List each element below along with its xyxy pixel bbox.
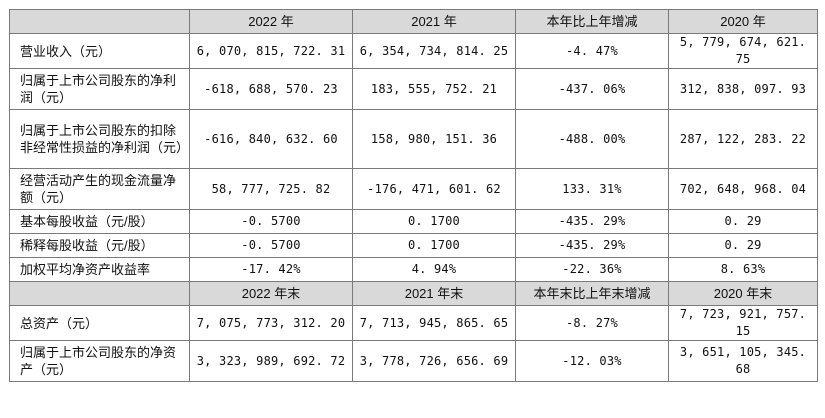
- header-cell: 2020 年: [668, 9, 818, 34]
- table-cell: 3, 651, 105, 345. 68: [668, 340, 818, 382]
- table-row: 总资产（元） 7, 075, 773, 312. 20 7, 713, 945,…: [9, 305, 818, 341]
- row-label: 归属于上市公司股东的净利润（元）: [9, 68, 190, 110]
- table-cell: 0. 1700: [352, 233, 516, 258]
- table-cell: 8. 63%: [668, 257, 818, 282]
- row-label: 加权平均净资产收益率: [9, 257, 190, 282]
- table-header-row: 2022 年 2021 年 本年比上年增减 2020 年: [9, 9, 818, 34]
- table-cell: 0. 1700: [352, 209, 516, 234]
- row-label: 稀释每股收益（元/股）: [9, 233, 190, 258]
- table-cell: -17. 42%: [189, 257, 353, 282]
- header-cell: 2020 年末: [668, 281, 818, 306]
- table-row: 稀释每股收益（元/股） -0. 5700 0. 1700 -435. 29% 0…: [9, 233, 818, 258]
- table-row: 经营活动产生的现金流量净额（元） 58, 777, 725. 82 -176, …: [9, 168, 818, 210]
- table-cell: 133. 31%: [515, 168, 669, 210]
- table-row: 归属于上市公司股东的净资产（元） 3, 323, 989, 692. 72 3,…: [9, 340, 818, 382]
- header-cell: 2021 年末: [352, 281, 516, 306]
- table-cell: 0. 29: [668, 209, 818, 234]
- table-cell: -435. 29%: [515, 233, 669, 258]
- table-row: 归属于上市公司股东的净利润（元） -618, 688, 570. 23 183,…: [9, 68, 818, 110]
- row-label: 归属于上市公司股东的扣除非经常性损益的净利润（元）: [9, 109, 190, 169]
- table-cell: 6, 070, 815, 722. 31: [189, 33, 353, 69]
- table-cell: -488. 00%: [515, 109, 669, 169]
- table-row: 归属于上市公司股东的扣除非经常性损益的净利润（元） -616, 840, 632…: [9, 109, 818, 169]
- table-header-row: 2022 年末 2021 年末 本年末比上年末增减 2020 年末: [9, 281, 818, 306]
- header-cell: [9, 9, 190, 34]
- table-cell: -22. 36%: [515, 257, 669, 282]
- table-cell: -0. 5700: [189, 233, 353, 258]
- table-cell: 4. 94%: [352, 257, 516, 282]
- table-cell: 6, 354, 734, 814. 25: [352, 33, 516, 69]
- header-cell: [9, 281, 190, 306]
- header-cell: 本年末比上年末增减: [515, 281, 669, 306]
- header-cell: 2021 年: [352, 9, 516, 34]
- table-cell: -437. 06%: [515, 68, 669, 110]
- table-cell: 7, 713, 945, 865. 65: [352, 305, 516, 341]
- row-label: 总资产（元）: [9, 305, 190, 341]
- financial-summary-table: 2022 年 2021 年 本年比上年增减 2020 年 营业收入（元） 6, …: [9, 9, 818, 382]
- header-cell: 本年比上年增减: [515, 9, 669, 34]
- row-label: 基本每股收益（元/股）: [9, 209, 190, 234]
- table-cell: 3, 778, 726, 656. 69: [352, 340, 516, 382]
- table-row: 营业收入（元） 6, 070, 815, 722. 31 6, 354, 734…: [9, 33, 818, 69]
- header-cell: 2022 年末: [189, 281, 353, 306]
- table-cell: -4. 47%: [515, 33, 669, 69]
- table-cell: 287, 122, 283. 22: [668, 109, 818, 169]
- table-cell: -618, 688, 570. 23: [189, 68, 353, 110]
- table-cell: 5, 779, 674, 621. 75: [668, 33, 818, 69]
- table-cell: -616, 840, 632. 60: [189, 109, 353, 169]
- table-cell: 7, 075, 773, 312. 20: [189, 305, 353, 341]
- row-label: 经营活动产生的现金流量净额（元）: [9, 168, 190, 210]
- table-cell: 158, 980, 151. 36: [352, 109, 516, 169]
- table-cell: -435. 29%: [515, 209, 669, 234]
- table-cell: -12. 03%: [515, 340, 669, 382]
- row-label: 营业收入（元）: [9, 33, 190, 69]
- row-label: 归属于上市公司股东的净资产（元）: [9, 340, 190, 382]
- table-cell: 0. 29: [668, 233, 818, 258]
- table-cell: -0. 5700: [189, 209, 353, 234]
- table-cell: 312, 838, 097. 93: [668, 68, 818, 110]
- table-cell: -176, 471, 601. 62: [352, 168, 516, 210]
- header-cell: 2022 年: [189, 9, 353, 34]
- table-cell: 7, 723, 921, 757. 15: [668, 305, 818, 341]
- table-row: 基本每股收益（元/股） -0. 5700 0. 1700 -435. 29% 0…: [9, 209, 818, 234]
- table-cell: -8. 27%: [515, 305, 669, 341]
- table-cell: 702, 648, 968. 04: [668, 168, 818, 210]
- table-cell: 58, 777, 725. 82: [189, 168, 353, 210]
- table-cell: 3, 323, 989, 692. 72: [189, 340, 353, 382]
- table-row: 加权平均净资产收益率 -17. 42% 4. 94% -22. 36% 8. 6…: [9, 257, 818, 282]
- table-cell: 183, 555, 752. 21: [352, 68, 516, 110]
